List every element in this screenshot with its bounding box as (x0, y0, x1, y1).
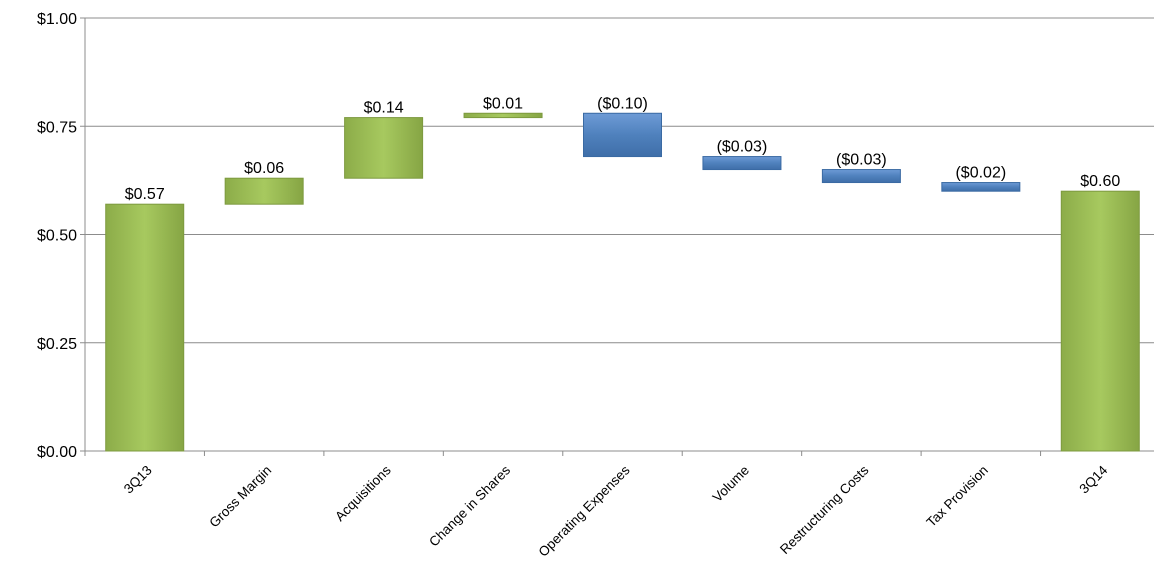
x-tick-label: Restructuring Costs (777, 462, 872, 557)
bar-3q13 (105, 203, 185, 452)
data-labels: $0.57 $0.06 $0.14 $0.01 ($0.10) ($0.03) ($0.03… (125, 95, 1121, 203)
bar-acquisitions (344, 117, 424, 179)
x-tick-label: Tax Provision (924, 463, 991, 530)
y-tick-label: $0.50 (37, 228, 77, 245)
bar-change-in-shares (463, 112, 543, 119)
data-label: ($0.02) (955, 165, 1006, 182)
bar-restructuring-costs (821, 169, 901, 184)
data-label: $0.60 (1080, 173, 1120, 190)
y-tick-label: $0.00 (37, 444, 77, 461)
y-tick-label: $1.00 (37, 11, 77, 28)
gridlines (85, 17, 1154, 452)
data-label: ($0.03) (836, 152, 887, 169)
data-label: $0.14 (364, 100, 404, 117)
data-label: $0.06 (244, 160, 284, 177)
x-tick-label: Operating Expenses (536, 462, 633, 559)
bar-tax-provision (941, 182, 1021, 192)
x-tick-label: Volume (710, 463, 752, 505)
bar-3q14 (1060, 190, 1140, 452)
x-tick-label: 3Q14 (1076, 462, 1110, 496)
bar-gross-margin (224, 177, 304, 205)
x-tick-label: Gross Margin (206, 463, 274, 531)
x-tick-label: 3Q13 (121, 463, 155, 497)
data-label: $0.01 (483, 95, 523, 112)
x-tick-label: Acquisitions (332, 462, 394, 524)
axes: $0.00 $0.25 $0.50 $0.75 $1.00 3Q13 Gross Margi… (37, 11, 1154, 560)
bar-volume (702, 156, 782, 171)
x-tick-label: Change in Shares (426, 462, 513, 549)
data-label: $0.57 (125, 186, 165, 203)
bar-operating-expenses (583, 112, 662, 158)
bars (105, 112, 1140, 452)
data-label: ($0.10) (597, 95, 648, 112)
y-tick-label: $0.75 (37, 119, 77, 136)
y-tick-label: $0.25 (37, 336, 77, 353)
data-label: ($0.03) (717, 139, 768, 156)
